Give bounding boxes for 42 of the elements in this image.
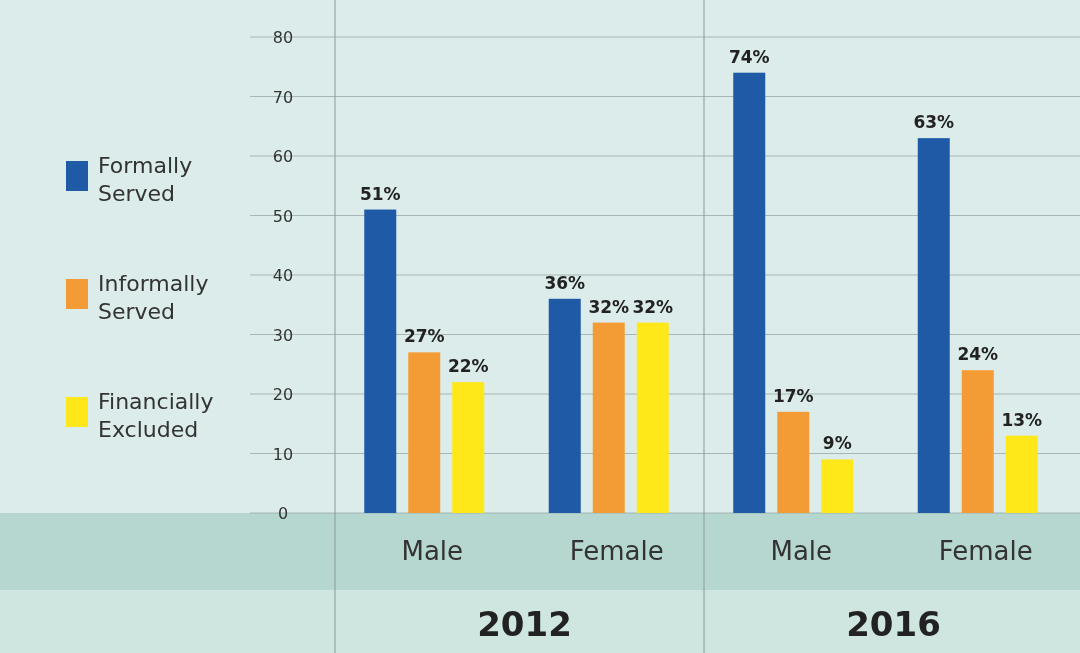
x-tick-label: Male <box>770 536 833 566</box>
y-tick-label: 60 <box>272 147 294 166</box>
y-tick-label: 50 <box>272 206 294 226</box>
x-tick-label: Male <box>401 536 464 566</box>
data-label: 22% <box>447 356 489 377</box>
data-label: 63% <box>913 112 955 133</box>
bar <box>961 370 994 513</box>
y-tick-label: 20 <box>272 385 294 404</box>
bar <box>548 298 581 513</box>
bar <box>777 411 810 513</box>
bar <box>821 459 854 513</box>
legend-label: Informally Served <box>98 271 209 324</box>
data-label: 13% <box>1001 409 1043 430</box>
y-tick-label: 0 <box>277 504 289 523</box>
y-tick-label: 70 <box>272 87 294 107</box>
y-tick-label: 80 <box>272 28 294 47</box>
y-tick-label: 40 <box>272 266 294 285</box>
data-label: 32% <box>588 296 630 317</box>
data-label: 32% <box>632 296 674 317</box>
bar <box>408 352 441 513</box>
text: 2012 <box>477 604 572 644</box>
bar <box>452 382 485 513</box>
bar <box>636 322 669 513</box>
bar <box>917 138 950 513</box>
data-label: 74% <box>728 46 770 67</box>
x-tick-label: Female <box>938 536 1033 566</box>
text: 2016 <box>846 604 941 644</box>
bar <box>733 72 766 513</box>
data-label: 9% <box>822 433 852 454</box>
y-tick-label: 30 <box>272 325 294 345</box>
legend-label: Financially Excluded <box>98 389 214 442</box>
y-tick-label: 10 <box>272 444 294 464</box>
x-tick-label: Female <box>569 536 664 566</box>
data-label: 27% <box>403 326 445 347</box>
bar <box>364 209 397 513</box>
data-label: 36% <box>544 272 586 293</box>
data-label: 24% <box>957 344 999 365</box>
bar <box>592 322 625 513</box>
bar <box>1005 435 1038 513</box>
legend-label: Formally Served <box>98 153 193 206</box>
data-label: 51% <box>359 183 401 204</box>
data-label: 17% <box>772 385 814 406</box>
